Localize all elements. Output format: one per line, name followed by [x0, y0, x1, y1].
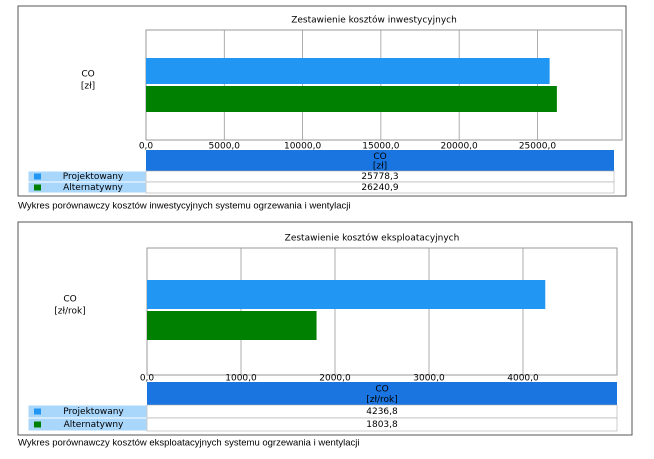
table-header: [147, 382, 617, 405]
chart-frame: [17, 221, 633, 436]
x-tick-label: 0,0: [139, 142, 154, 152]
x-tick-label: 1000,0: [225, 374, 257, 384]
table-header: [146, 150, 614, 171]
bar: [146, 58, 550, 84]
x-tick-label: 25000,0: [519, 142, 556, 152]
x-tick-label: 2000,0: [319, 374, 351, 384]
legend-swatch: [34, 173, 41, 180]
table-value: 25778,3: [361, 172, 398, 182]
x-tick-label: 10000,0: [284, 142, 321, 152]
legend-swatch: [34, 421, 41, 428]
category-unit: [zł/rok]: [54, 307, 86, 317]
table-value: 26240,9: [361, 183, 398, 193]
chart-frame: [17, 5, 627, 197]
caption: Wykres porównawczy kosztów inwestycyjnyc…: [18, 201, 351, 212]
x-tick-label: 5000,0: [209, 142, 241, 152]
legend-swatch: [34, 408, 41, 415]
legend-swatch: [34, 184, 41, 191]
legend-label: Projektowany: [63, 172, 124, 182]
category-label: CO: [63, 295, 76, 305]
table-cell: [146, 417, 618, 432]
x-tick-label: 15000,0: [362, 142, 399, 152]
chart-title: Zestawienie kosztów eksploatacyjnych: [285, 233, 460, 244]
bar: [146, 86, 557, 112]
bar: [147, 280, 546, 309]
bar: [147, 311, 317, 340]
x-tick-label: 0,0: [140, 374, 155, 384]
legend-label: Projektowany: [63, 407, 124, 417]
x-tick-label: 20000,0: [441, 142, 478, 152]
category-label: CO: [81, 70, 94, 80]
caption: Wykres porównawczy kosztów eksploatacyjn…: [18, 438, 360, 449]
plot-area: [145, 29, 623, 141]
table-header-unit: [zł]: [373, 161, 387, 171]
chart-title: Zestawienie kosztów inwestycyjnych: [291, 15, 457, 26]
table-value: 1803,8: [366, 420, 398, 430]
x-tick-label: 4000,0: [507, 374, 539, 384]
table-header-label: CO: [375, 384, 388, 394]
category-unit: [zł]: [81, 82, 95, 92]
legend-label: Alternatywny: [63, 183, 123, 193]
legend-label: Alternatywny: [64, 420, 124, 430]
table-cell: [145, 181, 615, 194]
table-header-label: CO: [373, 152, 386, 162]
table-value: 4236,8: [366, 407, 398, 417]
table-header-unit: [zł/rok]: [366, 395, 398, 405]
x-tick-label: 3000,0: [413, 374, 445, 384]
